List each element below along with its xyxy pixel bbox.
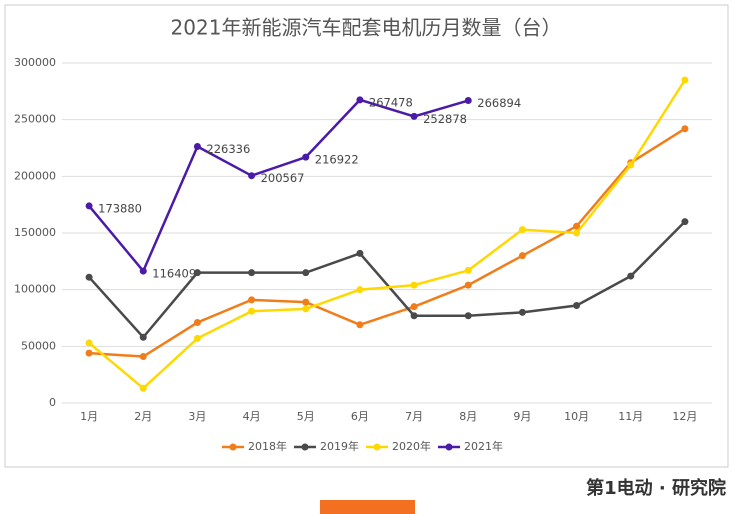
series-line [88, 220, 686, 340]
data-point [681, 125, 689, 133]
data-label: 216922 [315, 153, 359, 167]
data-point [248, 307, 256, 315]
data-point [356, 96, 364, 104]
data-label: 116409 [152, 267, 196, 281]
chart-frame [4, 4, 729, 468]
data-point [627, 161, 635, 169]
data-point [356, 321, 364, 329]
legend-swatch-dot [229, 443, 237, 451]
data-point [410, 112, 418, 120]
data-point [193, 269, 201, 277]
data-point [410, 312, 418, 320]
data-point [302, 269, 310, 277]
data-label: 252878 [423, 112, 467, 126]
data-point [248, 269, 256, 277]
data-label: 173880 [98, 201, 142, 215]
legend-swatch-dot [445, 443, 453, 451]
data-label: 267478 [369, 95, 413, 109]
legend-swatch-dot [373, 443, 381, 451]
data-point [139, 333, 147, 341]
data-point [139, 267, 147, 275]
data-point [85, 349, 93, 357]
data-point [356, 286, 364, 294]
data-label: 226336 [206, 142, 250, 156]
data-point [85, 339, 93, 347]
x-tick-label: 4月 [243, 410, 261, 423]
data-point [518, 252, 526, 260]
data-point [518, 308, 526, 316]
x-tick-label: 5月 [297, 410, 315, 423]
data-point [356, 249, 364, 257]
data-point [193, 142, 201, 150]
x-tick-label: 3月 [188, 410, 206, 423]
chart-title: 2021年新能源汽车配套电机历月数量（台） [171, 16, 562, 40]
legend-label: 2021年 [464, 439, 503, 453]
data-point [573, 222, 581, 230]
x-tick-label: 8月 [459, 410, 477, 423]
data-point [85, 202, 93, 210]
data-point [464, 97, 472, 105]
data-label: 200567 [261, 171, 305, 185]
data-point [193, 334, 201, 342]
data-point [139, 353, 147, 361]
data-point [464, 266, 472, 274]
data-point [464, 312, 472, 320]
y-tick-label: 250000 [14, 113, 56, 126]
x-tick-label: 9月 [513, 410, 531, 423]
y-tick-label: 150000 [14, 226, 56, 239]
x-tick-label: 6月 [351, 410, 369, 423]
legend-label: 2018年 [248, 439, 287, 453]
y-tick-label: 300000 [14, 56, 56, 69]
footer-bar [320, 500, 415, 514]
data-point [193, 319, 201, 327]
data-label: 266894 [477, 96, 521, 110]
data-point [573, 229, 581, 237]
series-line [88, 79, 686, 390]
data-point [573, 302, 581, 310]
x-tick-label: 1月 [80, 410, 98, 423]
legend-label: 2020年 [392, 439, 431, 453]
data-point [410, 281, 418, 289]
x-tick-label: 11月 [618, 410, 643, 423]
data-point [681, 76, 689, 84]
footer-brand: 第1电动 · 研究院 [586, 477, 726, 499]
data-point [464, 281, 472, 289]
legend-label: 2019年 [320, 439, 359, 453]
data-point [302, 298, 310, 306]
x-tick-label: 10月 [564, 410, 589, 423]
y-tick-label: 0 [49, 396, 56, 409]
data-point [248, 296, 256, 304]
x-tick-label: 12月 [672, 410, 697, 423]
data-point [302, 153, 310, 161]
x-tick-label: 2月 [134, 410, 152, 423]
data-point [681, 218, 689, 226]
y-tick-label: 200000 [14, 169, 56, 182]
data-point [85, 273, 93, 281]
data-point [139, 384, 147, 392]
x-tick-label: 7月 [405, 410, 423, 423]
data-point [302, 305, 310, 313]
series-line [88, 98, 469, 274]
data-point [627, 272, 635, 280]
data-point [518, 226, 526, 234]
data-point [248, 172, 256, 180]
data-point [410, 303, 418, 311]
series-line [89, 127, 686, 358]
y-tick-label: 50000 [21, 339, 56, 352]
y-tick-label: 100000 [14, 283, 56, 296]
legend-swatch-dot [301, 443, 309, 451]
